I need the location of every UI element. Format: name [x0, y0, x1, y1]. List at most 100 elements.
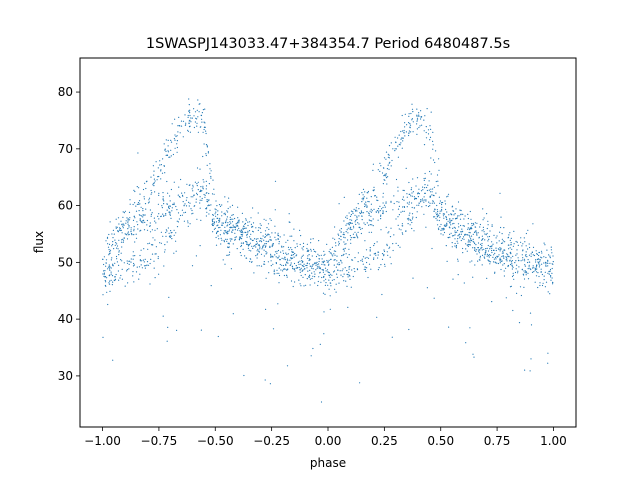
data-point [227, 246, 229, 248]
data-point [535, 266, 537, 268]
data-point [549, 270, 551, 272]
data-point [544, 244, 546, 246]
data-point [399, 144, 401, 146]
data-point [510, 251, 512, 253]
data-point [169, 211, 171, 213]
data-point [349, 222, 351, 224]
data-point [449, 221, 451, 223]
data-point [424, 192, 426, 194]
data-point [494, 252, 496, 254]
data-point [192, 184, 194, 186]
data-point [457, 223, 460, 225]
data-point [404, 126, 406, 128]
data-point [385, 202, 387, 204]
data-point [360, 228, 362, 230]
data-point [354, 231, 356, 233]
data-point [327, 284, 329, 286]
data-point [201, 112, 203, 114]
data-point [152, 237, 154, 239]
data-point [386, 244, 388, 247]
data-point [424, 115, 426, 117]
data-point [160, 169, 162, 171]
data-point [146, 219, 148, 222]
data-point [282, 268, 284, 270]
data-point [213, 188, 215, 190]
data-point [502, 240, 504, 242]
data-point [128, 225, 130, 227]
data-point [356, 235, 358, 237]
data-point [226, 240, 228, 242]
data-point [362, 194, 364, 196]
data-point [341, 255, 343, 257]
data-point [140, 206, 142, 208]
data-point [114, 278, 117, 280]
data-point [138, 278, 140, 280]
data-point [104, 284, 106, 287]
data-point [367, 257, 370, 259]
data-point [305, 264, 307, 267]
data-point [157, 167, 159, 169]
data-point [169, 236, 171, 238]
data-point [552, 261, 554, 263]
data-point [176, 135, 178, 137]
data-point [183, 220, 185, 222]
data-point [293, 240, 295, 242]
data-point [105, 265, 107, 267]
data-point [386, 243, 388, 245]
data-point [217, 210, 219, 212]
data-point [323, 276, 325, 278]
data-point [440, 202, 443, 204]
data-point [239, 230, 241, 232]
data-point [250, 217, 252, 219]
data-point [130, 233, 133, 235]
data-point [168, 207, 170, 209]
data-point [124, 210, 126, 212]
data-point [452, 210, 455, 212]
data-point [126, 269, 128, 271]
data-point [408, 122, 410, 124]
data-point [529, 312, 532, 314]
data-point [359, 382, 361, 384]
data-point [539, 259, 541, 261]
data-point [134, 190, 136, 193]
data-point [401, 223, 403, 225]
data-point [508, 248, 510, 250]
data-point [130, 227, 132, 229]
data-point [108, 264, 110, 266]
data-point [539, 284, 541, 287]
data-point [355, 207, 357, 209]
data-point [427, 129, 430, 131]
data-point [439, 226, 441, 228]
data-point [408, 181, 410, 184]
data-point [484, 233, 486, 235]
data-point [373, 186, 375, 188]
data-point [173, 181, 175, 183]
data-point [205, 153, 207, 155]
data-point [324, 284, 326, 286]
data-point [517, 257, 519, 259]
data-point [151, 212, 153, 214]
data-point [341, 270, 343, 272]
data-point [252, 239, 254, 241]
data-point [401, 114, 403, 117]
data-point [363, 222, 365, 224]
data-point [374, 195, 376, 197]
data-point [535, 268, 537, 271]
data-point [430, 128, 432, 130]
data-point [229, 223, 231, 226]
data-point [102, 258, 104, 260]
data-point [410, 219, 412, 222]
data-point [123, 224, 125, 226]
data-point [265, 219, 267, 221]
data-point [287, 246, 290, 248]
data-point [163, 165, 165, 167]
data-point [230, 222, 232, 224]
data-point [242, 248, 244, 250]
data-point [293, 256, 295, 258]
data-point [435, 150, 437, 152]
data-point [450, 220, 452, 222]
data-point [513, 278, 515, 280]
data-point [178, 218, 180, 220]
data-point [126, 260, 128, 262]
